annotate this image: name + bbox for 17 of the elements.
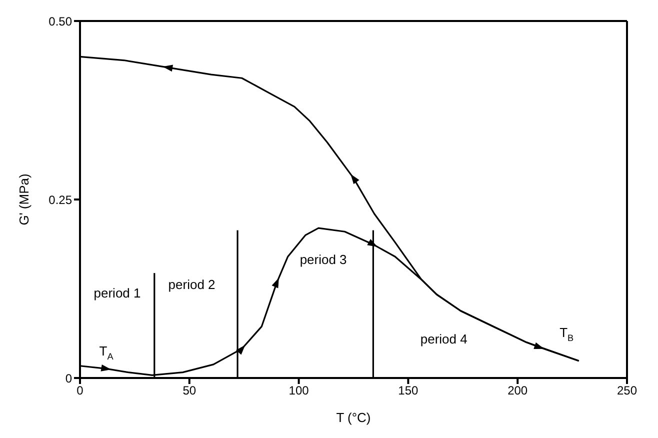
x-tick-label: 0: [76, 384, 84, 398]
annotation: T$_{B}$: [560, 325, 574, 344]
x-tick-label: 200: [508, 384, 528, 398]
annotation: period 1: [94, 286, 141, 301]
x-tick-label: 150: [398, 384, 419, 398]
y-tick-label: 0: [65, 371, 72, 386]
x-tick-label: 100: [288, 384, 310, 398]
x-tick-label: 50: [182, 384, 196, 398]
y-tick-label: 0.50: [48, 14, 72, 28]
annotation: period 4: [420, 332, 468, 347]
y-tick-label: 0.25: [48, 192, 72, 207]
x-axis-title: T (°C): [336, 410, 371, 425]
y-axis-title: G' (MPa): [16, 174, 32, 226]
annotation: period 3: [300, 252, 347, 268]
x-tick-label: 250: [616, 384, 638, 398]
annotation: period 2: [168, 277, 216, 292]
annotation: T$_{A}$: [99, 344, 114, 362]
